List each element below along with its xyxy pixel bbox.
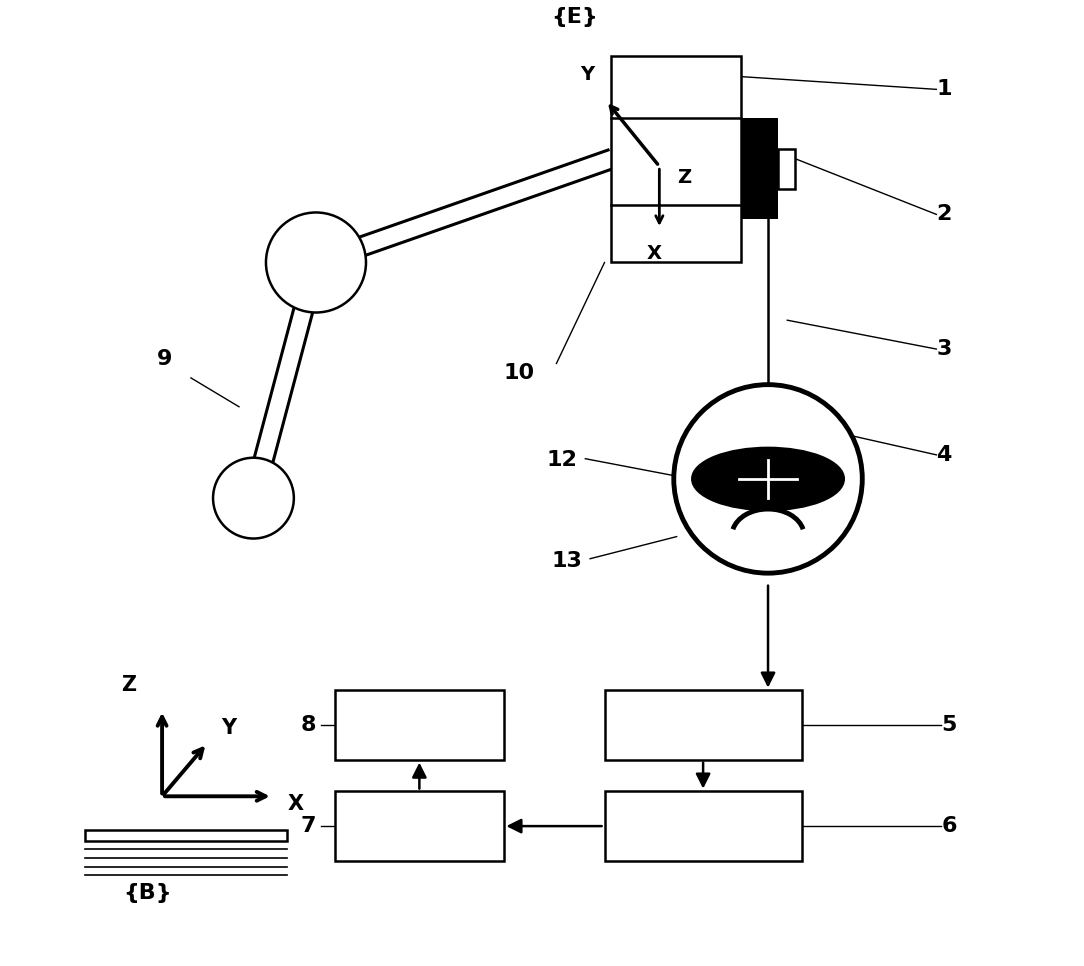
Bar <box>605 691 802 759</box>
Bar <box>335 691 504 759</box>
Text: 10: 10 <box>504 363 534 384</box>
Bar <box>741 118 777 219</box>
Bar <box>335 791 504 861</box>
Text: 1: 1 <box>937 79 952 99</box>
Text: 2: 2 <box>937 205 952 224</box>
Circle shape <box>674 384 862 573</box>
Text: 12: 12 <box>546 449 578 469</box>
Bar <box>777 149 795 189</box>
Text: 8: 8 <box>300 715 315 735</box>
Text: 4: 4 <box>937 445 952 465</box>
Ellipse shape <box>694 449 842 509</box>
Text: 7: 7 <box>300 816 315 837</box>
Text: Z: Z <box>120 675 136 696</box>
Text: Z: Z <box>676 168 691 187</box>
Text: X: X <box>287 794 304 814</box>
Text: 6: 6 <box>941 816 957 837</box>
Text: X: X <box>647 244 662 263</box>
Text: Y: Y <box>580 65 594 84</box>
Text: Y: Y <box>221 719 236 738</box>
Text: 13: 13 <box>552 551 582 571</box>
Text: 3: 3 <box>937 339 952 359</box>
Text: 5: 5 <box>941 715 956 735</box>
Bar <box>611 56 741 263</box>
Text: {B}: {B} <box>124 883 172 903</box>
Circle shape <box>266 213 366 312</box>
Text: 9: 9 <box>157 349 172 369</box>
Bar <box>86 830 287 841</box>
Text: {E}: {E} <box>552 7 598 27</box>
Bar <box>605 791 802 861</box>
Circle shape <box>214 458 294 538</box>
